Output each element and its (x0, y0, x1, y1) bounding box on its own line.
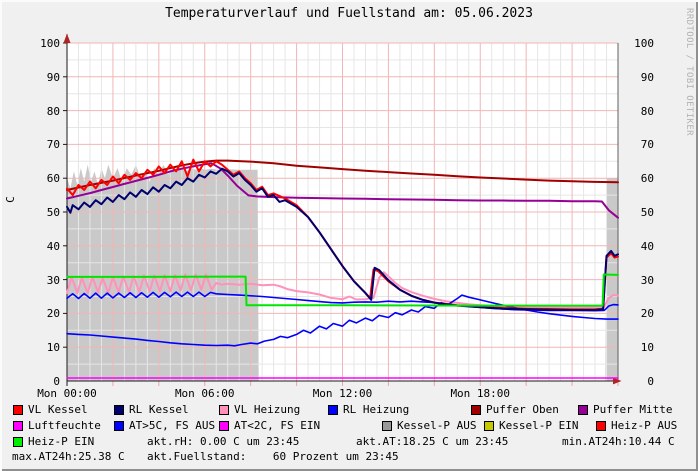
x-tick-label: Mon 18:00 (450, 387, 511, 400)
legend-item-vl-heizung: VL Heizung (219, 404, 300, 415)
y-tick-label-right: 50 (640, 206, 654, 219)
legend-swatch-luftfeuchte (13, 420, 23, 431)
y-tick-label-right: 60 (640, 172, 654, 186)
legend-label: Kessel-P AUS (397, 419, 477, 432)
y-tick-label-right: 30 (640, 273, 654, 287)
y-tick-label-right: 20 (640, 307, 654, 321)
legend-swatch-kessel-p-aus (382, 420, 392, 431)
legend-swatch-puffer-mitte (578, 404, 588, 415)
y-tick-label-left: 0 (53, 375, 60, 388)
y-tick-label-right: 80 (640, 104, 654, 118)
legend-swatch-rl-heizung (328, 404, 338, 415)
series-heiz_p_ein (66, 273, 619, 307)
y-tick-label-right: 100 (634, 37, 654, 50)
legend-item-at-gt5c-fs-aus: AT>5C, FS AUS (114, 420, 215, 431)
legend-item-heiz-p-ein: Heiz-P EIN (13, 436, 94, 447)
y-tick-label-right: 70 (640, 138, 654, 152)
x-axis-arrow-icon (613, 377, 622, 385)
legend-item-kessel-p-ein: Kessel-P EIN (484, 420, 578, 431)
legend-item-rl-heizung: RL Heizung (328, 404, 409, 415)
y-tick-label-left: 20 (46, 307, 60, 321)
y-tick-label-left: 70 (46, 138, 60, 152)
legend-swatch-at-lt2c (219, 420, 229, 431)
plot-area (63, 33, 622, 386)
legend-item-rl-kessel: RL Kessel (114, 404, 189, 415)
legend-swatch-rl-kessel (114, 404, 124, 415)
legend-swatch-puffer-oben (471, 404, 481, 415)
legend-item-luftfeuchte: Luftfeuchte (13, 420, 101, 431)
legend-label: Heiz-P EIN (28, 435, 95, 448)
legend-label: AT<2C, FS EIN (234, 419, 321, 432)
y-tick-label-left: 80 (46, 104, 60, 118)
legend-label: Kessel-P EIN (499, 419, 579, 432)
legend-swatch-heiz-p-ein (13, 436, 23, 447)
y-tick-label-left: 10 (46, 341, 60, 355)
y-axis-arrow-icon (63, 33, 71, 43)
legend-label: AT>5C, FS AUS (129, 419, 216, 432)
legend-label: VL Kessel (28, 403, 88, 416)
legend-swatch-heiz-p-aus (596, 420, 606, 431)
x-tick-label: Mon 00:00 (37, 387, 97, 400)
legend-item-puffer-oben: Puffer Oben (471, 404, 559, 415)
y-tick-label-left: 30 (46, 273, 60, 287)
legend-swatch-vl-kessel (13, 404, 23, 415)
legend-item-at-lt2c-fs-ein: AT<2C, FS EIN (219, 420, 320, 431)
stat-akt-at: akt.AT:18.25 C um 23:45 (356, 435, 509, 448)
legend-label: VL Heizung (234, 403, 301, 416)
stat-akt-rh: akt.rH: 0.00 C um 23:45 (147, 435, 300, 448)
x-tick-label: Mon 06:00 (174, 387, 235, 400)
y-tick-label-left: 90 (46, 70, 60, 84)
y-tick-label-right: 90 (640, 70, 654, 84)
legend-item-heiz-p-aus: Heiz-P AUS (596, 420, 677, 431)
series-vl_heizung (66, 271, 619, 308)
legend-label: RL Heizung (343, 403, 410, 416)
y-tick-label-left: 100 (40, 37, 60, 50)
y-tick-label-left: 50 (46, 206, 60, 219)
legend-item-kessel-p-aus: Kessel-P AUS (382, 420, 476, 431)
legend-swatch-at-gt5c (114, 420, 124, 431)
chart-title: Temperaturverlauf und Fuellstand am: 05.… (165, 6, 533, 21)
stat-akt-fuellstand: akt.Fuellstand: 60 Prozent um 23:45 (147, 450, 399, 463)
legend-label: Luftfeuchte (28, 419, 101, 432)
legend-label: Puffer Oben (486, 403, 559, 416)
legend-swatch-kessel-p-ein (484, 420, 494, 431)
stat-min-at24h: min.AT24h:10.44 C (562, 435, 675, 448)
y-tick-label-left: 60 (46, 172, 60, 186)
legend-swatch-vl-heizung (219, 404, 229, 415)
y-tick-label-right: 40 (640, 239, 654, 253)
y-tick-label-right: 0 (647, 375, 654, 388)
legend-item-puffer-mitte: Puffer Mitte (578, 404, 672, 415)
legend-item-vl-kessel: VL Kessel (13, 404, 88, 415)
legend-label: Heiz-P AUS (611, 419, 678, 432)
stat-max-at24h: max.AT24h:25.38 C (12, 450, 125, 463)
y-tick-label-right: 10 (640, 341, 654, 355)
y-tick-label-left: 40 (46, 239, 60, 253)
legend-label: Puffer Mitte (593, 403, 673, 416)
legend-label: RL Kessel (129, 403, 189, 416)
x-tick-label: Mon 12:00 (312, 387, 373, 400)
series-puffer_mitte (66, 162, 619, 219)
